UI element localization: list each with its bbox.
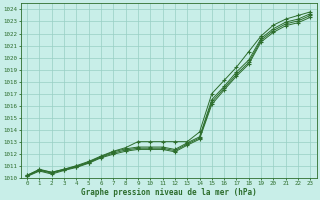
X-axis label: Graphe pression niveau de la mer (hPa): Graphe pression niveau de la mer (hPa) bbox=[81, 188, 257, 197]
